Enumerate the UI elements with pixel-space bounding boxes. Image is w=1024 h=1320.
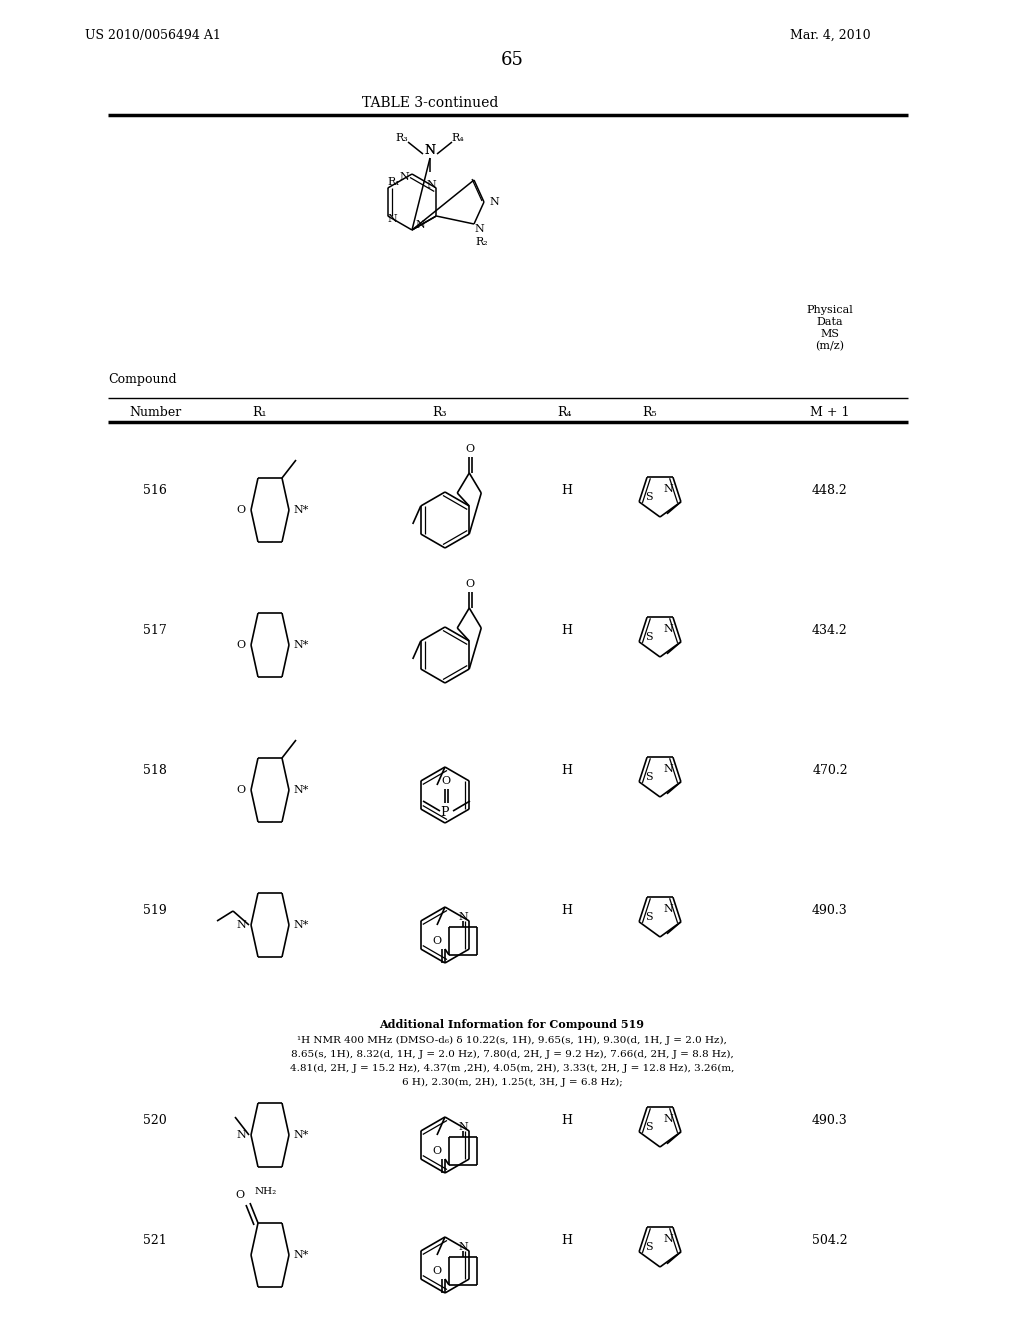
Text: R₁: R₁ <box>253 405 267 418</box>
Text: O: O <box>237 640 246 649</box>
Text: M + 1: M + 1 <box>810 405 850 418</box>
Text: N: N <box>664 1114 673 1125</box>
Text: R₄: R₄ <box>452 133 464 143</box>
Text: N: N <box>415 220 425 230</box>
Text: N: N <box>237 1130 246 1140</box>
Text: N*: N* <box>293 785 308 795</box>
Text: 8.65(s, 1H), 8.32(d, 1H, J = 2.0 Hz), 7.80(d, 2H, J = 9.2 Hz), 7.66(d, 2H, J = 8: 8.65(s, 1H), 8.32(d, 1H, J = 2.0 Hz), 7.… <box>291 1049 733 1059</box>
Text: 520: 520 <box>143 1114 167 1126</box>
Text: N: N <box>458 1242 468 1251</box>
Text: N: N <box>664 904 673 915</box>
Text: R₄: R₄ <box>558 405 572 418</box>
Text: 521: 521 <box>143 1233 167 1246</box>
Text: TABLE 3-continued: TABLE 3-continued <box>361 96 499 110</box>
Text: Mar. 4, 2010: Mar. 4, 2010 <box>790 29 870 41</box>
Text: Compound: Compound <box>108 374 176 387</box>
Text: (m/z): (m/z) <box>815 341 845 351</box>
Text: S: S <box>645 1122 653 1131</box>
Text: Number: Number <box>129 405 181 418</box>
Text: S: S <box>645 1242 653 1251</box>
Text: N: N <box>388 214 397 224</box>
Text: O: O <box>237 785 246 795</box>
Text: R₃: R₃ <box>433 405 447 418</box>
Text: R₁: R₁ <box>388 177 400 187</box>
Text: N: N <box>664 764 673 775</box>
Text: N: N <box>458 912 468 921</box>
Text: 65: 65 <box>501 51 523 69</box>
Text: P: P <box>440 807 450 820</box>
Text: R₅: R₅ <box>643 405 657 418</box>
Text: Additional Information for Compound 519: Additional Information for Compound 519 <box>380 1019 644 1031</box>
Text: Physical: Physical <box>807 305 853 315</box>
Text: H: H <box>561 483 572 496</box>
Text: 517: 517 <box>143 623 167 636</box>
Text: 490.3: 490.3 <box>812 903 848 916</box>
Text: ¹H NMR 400 MHz (DMSO-d₆) δ 10.22(s, 1H), 9.65(s, 1H), 9.30(d, 1H, J = 2.0 Hz),: ¹H NMR 400 MHz (DMSO-d₆) δ 10.22(s, 1H),… <box>297 1035 727 1044</box>
Text: N: N <box>399 172 409 182</box>
Text: H: H <box>561 903 572 916</box>
Text: O: O <box>236 1191 245 1200</box>
Text: 470.2: 470.2 <box>812 763 848 776</box>
Text: Data: Data <box>817 317 844 327</box>
Text: N: N <box>425 144 435 157</box>
Text: O: O <box>432 1266 441 1276</box>
Text: N*: N* <box>293 920 308 931</box>
Text: S: S <box>645 632 653 642</box>
Text: N: N <box>474 224 484 234</box>
Text: 518: 518 <box>143 763 167 776</box>
Text: O: O <box>466 579 475 589</box>
Text: MS: MS <box>820 329 840 339</box>
Text: N: N <box>425 144 435 157</box>
Text: S: S <box>645 772 653 781</box>
Text: H: H <box>561 623 572 636</box>
Text: 519: 519 <box>143 903 167 916</box>
Text: O: O <box>466 444 475 454</box>
Text: 448.2: 448.2 <box>812 483 848 496</box>
Text: H: H <box>561 1114 572 1126</box>
Text: R₃: R₃ <box>395 133 409 143</box>
Text: N*: N* <box>293 1130 308 1140</box>
Text: N*: N* <box>293 1250 308 1261</box>
Text: O: O <box>441 776 451 785</box>
Text: 6 H), 2.30(m, 2H), 1.25(t, 3H, J = 6.8 Hz);: 6 H), 2.30(m, 2H), 1.25(t, 3H, J = 6.8 H… <box>401 1077 623 1086</box>
Text: R₂: R₂ <box>476 238 488 247</box>
Text: O: O <box>237 506 246 515</box>
Text: H: H <box>561 763 572 776</box>
Text: H: H <box>561 1233 572 1246</box>
Text: N*: N* <box>293 640 308 649</box>
Text: N*: N* <box>293 506 308 515</box>
Text: N: N <box>664 1234 673 1245</box>
Text: 434.2: 434.2 <box>812 623 848 636</box>
Text: 490.3: 490.3 <box>812 1114 848 1126</box>
Text: N: N <box>664 624 673 634</box>
Text: 516: 516 <box>143 483 167 496</box>
Text: N: N <box>458 1122 468 1133</box>
Text: O: O <box>432 936 441 946</box>
Text: 504.2: 504.2 <box>812 1233 848 1246</box>
Text: N: N <box>237 920 246 931</box>
Text: N: N <box>489 197 499 207</box>
Text: S: S <box>645 492 653 502</box>
Text: S: S <box>645 912 653 921</box>
Text: US 2010/0056494 A1: US 2010/0056494 A1 <box>85 29 221 41</box>
Text: N: N <box>664 484 673 494</box>
Text: O: O <box>432 1146 441 1156</box>
Text: N: N <box>426 180 436 190</box>
Text: NH₂: NH₂ <box>255 1187 278 1196</box>
Text: 4.81(d, 2H, J = 15.2 Hz), 4.37(m ,2H), 4.05(m, 2H), 3.33(t, 2H, J = 12.8 Hz), 3.: 4.81(d, 2H, J = 15.2 Hz), 4.37(m ,2H), 4… <box>290 1064 734 1073</box>
